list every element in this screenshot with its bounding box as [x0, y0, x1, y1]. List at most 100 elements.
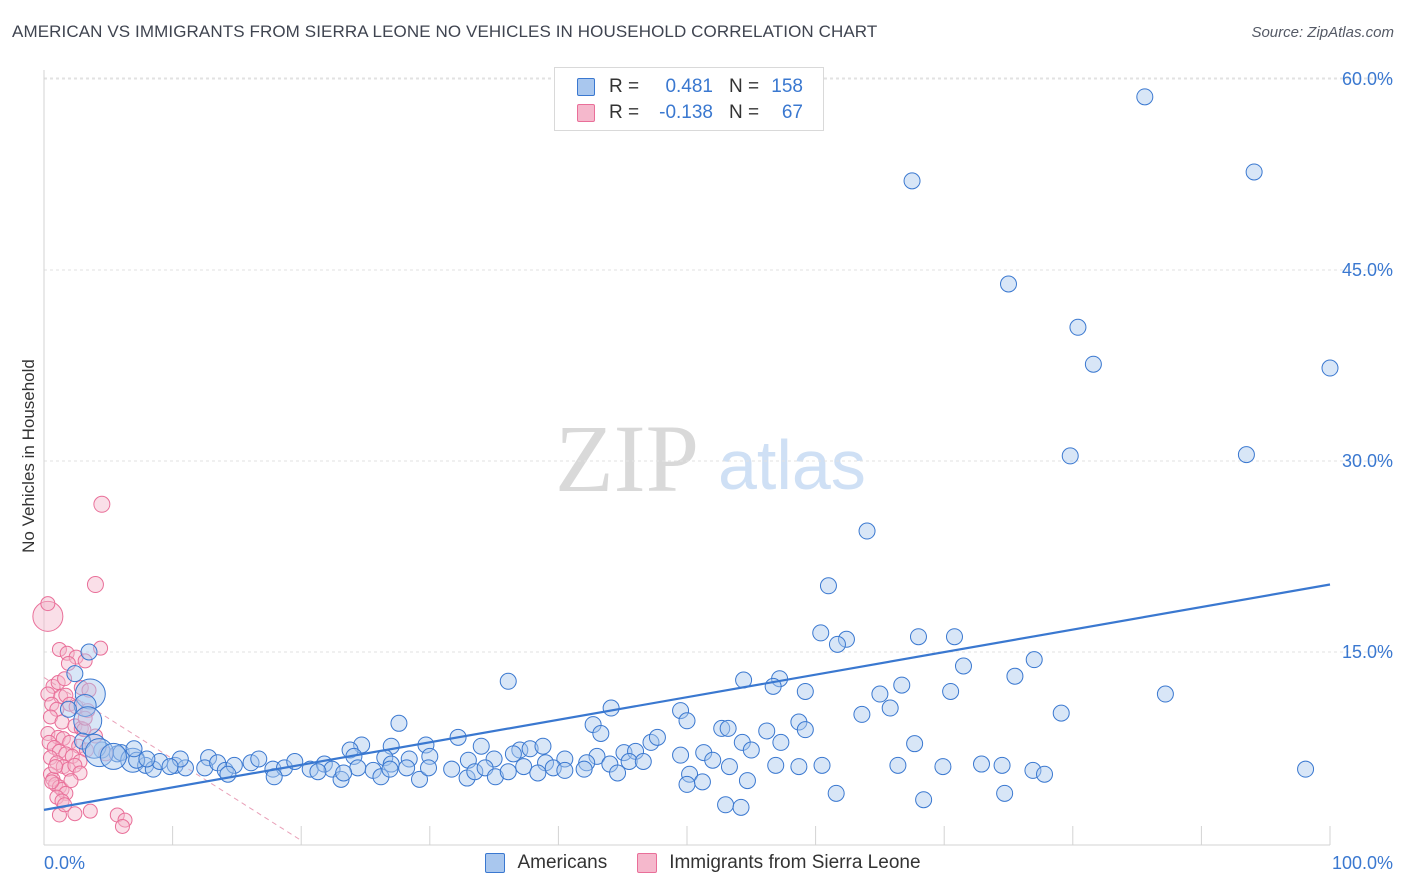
american-point — [443, 760, 461, 778]
sierra-leone-point — [67, 757, 83, 773]
x-tick-label: 100.0% — [1332, 853, 1393, 873]
american-point — [772, 733, 790, 751]
american-point — [225, 756, 243, 774]
american-point — [717, 796, 735, 814]
sierra-leone-point — [44, 774, 60, 790]
sierra-leone-point — [77, 653, 93, 669]
american-point — [504, 745, 522, 763]
american-point — [672, 746, 690, 764]
american-point — [1156, 685, 1174, 703]
legend-item-americans: Americans — [485, 852, 607, 874]
american-point — [609, 764, 627, 782]
legend-n-value: 158 — [771, 76, 803, 97]
american-point — [74, 678, 106, 710]
american-point — [1321, 359, 1339, 377]
watermark-atlas: atlas — [718, 426, 866, 504]
american-point — [529, 764, 547, 782]
sierra-leone-point — [60, 655, 76, 671]
american-point — [125, 740, 143, 758]
american-point — [534, 737, 552, 755]
american-point — [720, 758, 738, 776]
american-point — [1136, 88, 1154, 106]
legend-label-sierra-leone: Immigrants from Sierra Leone — [669, 852, 921, 873]
american-point — [893, 676, 911, 694]
american-point — [66, 665, 84, 683]
american-point — [858, 522, 876, 540]
y-tick-label: 15.0% — [1342, 642, 1393, 662]
legend-n-label: N = — [729, 76, 760, 97]
american-point — [486, 768, 504, 786]
american-point — [648, 728, 666, 746]
american-point — [485, 750, 503, 768]
american-point — [575, 760, 593, 778]
legend-row-sierra-leone: R = -0.138 N = 67 — [577, 101, 803, 125]
legend-r-value: -0.138 — [659, 102, 713, 123]
american-point — [521, 740, 539, 758]
american-point — [499, 763, 517, 781]
sierra-leone-point — [58, 687, 74, 703]
sierra-leone-point — [49, 789, 65, 805]
sierra-leone-trend-line — [43, 677, 302, 841]
american-point — [796, 721, 814, 739]
sierra-leone-point — [114, 818, 130, 834]
y-axis-label: No Vehicles in Household — [19, 359, 38, 553]
american-point — [411, 770, 429, 788]
american-point — [381, 760, 399, 778]
american-point — [309, 763, 327, 781]
american-point — [693, 773, 711, 791]
american-point — [713, 719, 731, 737]
american-point — [796, 682, 814, 700]
sierra-leone-point — [45, 678, 61, 694]
american-point — [889, 756, 907, 774]
american-point — [80, 643, 98, 661]
american-point — [634, 753, 652, 771]
american-point — [812, 624, 830, 642]
american-point — [681, 765, 699, 783]
american-point — [1245, 163, 1263, 181]
american-point — [758, 722, 776, 740]
american-point — [1052, 704, 1070, 722]
legend-swatch-pink — [577, 104, 595, 122]
american-point — [934, 758, 952, 776]
american-point — [1297, 760, 1315, 778]
american-point — [767, 756, 785, 774]
american-point — [1025, 651, 1043, 669]
american-point — [828, 635, 846, 653]
sierra-leone-point — [72, 754, 88, 770]
american-point — [219, 765, 237, 783]
american-point — [1084, 355, 1102, 373]
y-tick-label: 30.0% — [1342, 451, 1393, 471]
sierra-leone-point — [82, 803, 98, 819]
sierra-leone-point — [51, 641, 67, 657]
american-point — [59, 700, 77, 718]
american-point — [993, 756, 1011, 774]
american-point — [881, 699, 899, 717]
american-point — [942, 682, 960, 700]
legend-swatch-blue — [577, 78, 595, 96]
legend-n-label: N = — [729, 102, 760, 123]
legend-row-americans: R = 0.481 N = 158 — [577, 75, 803, 99]
american-point — [1036, 765, 1054, 783]
americans-trend-line — [43, 583, 1331, 811]
chart-title: AMERICAN VS IMMIGRANTS FROM SIERRA LEONE… — [12, 22, 878, 41]
american-point — [390, 714, 408, 732]
american-point — [909, 628, 927, 646]
legend-item-sierra-leone: Immigrants from Sierra Leone — [637, 852, 921, 874]
sierra-leone-point — [86, 576, 104, 594]
sierra-leone-point — [32, 600, 64, 632]
american-point — [466, 763, 484, 781]
american-point — [556, 761, 574, 779]
sierra-leone-point — [93, 495, 111, 513]
american-point — [588, 747, 606, 765]
american-point — [738, 772, 756, 790]
legend-r-label: R = — [609, 76, 640, 97]
american-point — [138, 750, 156, 768]
legend-swatch-sierra-leone — [637, 853, 658, 873]
american-point — [972, 755, 990, 773]
american-point — [515, 758, 533, 776]
american-point — [837, 630, 855, 648]
series-legend: Americans Immigrants from Sierra Leone — [0, 852, 1406, 874]
american-point — [99, 742, 127, 770]
american-point — [915, 791, 933, 809]
